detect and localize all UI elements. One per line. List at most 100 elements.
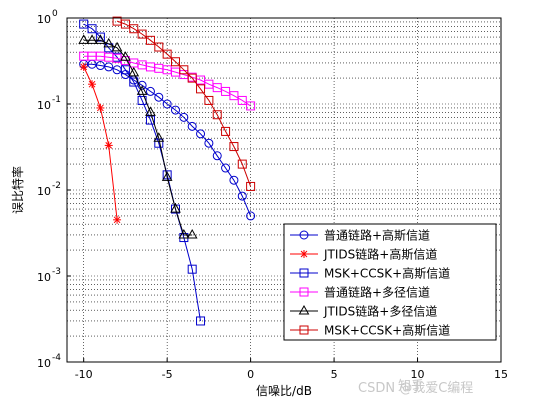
y-axis-label: 误比特率 [10,166,25,214]
data-point [111,41,123,52]
data-point [246,181,256,191]
data-point [86,34,98,44]
legend-entry: JTIDS链路+多径信道 [290,304,437,319]
data-point [237,159,247,169]
data-point [237,191,247,201]
data-point [145,106,156,116]
legend-entry: MSK+CCSK+高斯信道 [290,323,450,338]
data-point [145,86,155,96]
data-point [145,35,155,45]
series-line [116,20,252,187]
x-tick-label: 0 [247,368,254,381]
data-point [87,24,97,34]
y-tick-base: 10 [37,99,51,112]
data-point [95,61,105,71]
legend-marker [298,304,310,315]
y-tick-label: 10 -2 [37,181,61,198]
data-point [136,85,148,95]
legend-entry: 普通链路+多径信道 [290,285,430,300]
y-tick-exp: 0 [52,9,58,19]
data-point [154,92,164,102]
legend-entry: 普通链路+高斯信道 [290,228,430,243]
x-tick-label: -5 [162,368,173,381]
data-point [88,80,97,89]
series-1 [79,62,122,224]
data-point [79,62,88,71]
data-point [171,105,180,115]
data-point [212,151,222,161]
legend-marker [299,287,309,297]
data-point [187,121,197,131]
data-point [153,132,165,142]
legend-label: JTIDS链路+多径信道 [323,304,437,319]
data-point [129,24,139,34]
data-point [187,264,197,274]
data-point [120,19,130,29]
series-line [83,66,118,220]
data-point [154,42,164,52]
y-tick-exp: -2 [52,181,61,191]
legend-label: JTIDS链路+高斯信道 [323,247,437,262]
x-tick-label: 10 [411,368,425,381]
y-tick-label: 10 -3 [37,267,61,284]
data-point [212,110,222,120]
data-point [78,34,90,44]
watermark-zh: 知乎 [398,378,424,394]
data-point [162,49,172,59]
data-point [229,175,239,185]
data-point [237,95,247,105]
data-point [104,141,113,150]
data-point [196,129,206,139]
legend-entry: MSK+CCSK+高斯信道 [290,266,450,281]
data-point [221,126,231,136]
legend-marker [299,230,309,240]
data-point [103,37,115,48]
y-tick-base: 10 [37,13,51,26]
data-point [246,211,256,221]
data-point [187,73,197,83]
data-point [145,115,155,125]
data-point [96,103,105,112]
legend: 普通链路+高斯信道 JTIDS链路+高斯信道 MSK+CCSK+高斯信道普通链路+多… [283,223,497,341]
data-point [221,163,231,173]
y-tick-label: 10 0 [37,9,58,26]
data-point [79,19,89,29]
x-tick-label: 5 [331,368,338,381]
legend-marker [299,268,309,278]
legend-label: 普通链路+高斯信道 [324,228,430,243]
series-3 [79,51,256,111]
data-point [120,65,130,75]
data-point [204,138,214,148]
y-tick-base: 10 [37,185,51,198]
data-point [196,316,206,326]
y-tick-exp: -4 [52,353,61,363]
legend-marker [299,325,309,335]
y-tick-base: 10 [37,271,51,284]
series-5 [112,16,256,191]
series-line [83,55,251,107]
legend-label: MSK+CCSK+高斯信道 [324,266,450,281]
data-point [137,29,147,39]
data-point [246,101,256,111]
data-point [229,91,239,101]
data-point [113,215,122,224]
x-tick-label: -10 [75,368,93,381]
legend-entry: JTIDS链路+高斯信道 [290,247,437,262]
y-tick-label: 10 -1 [37,95,61,112]
data-point [95,34,106,44]
data-point [95,32,105,42]
plot-area [78,16,256,326]
data-point [179,112,189,122]
x-tick-labels: -10 -5 0 5 10 15 [75,358,508,381]
data-point [171,57,180,67]
y-tick-base: 10 [37,357,51,370]
series-4 [78,34,198,239]
data-point [120,51,131,61]
data-point [162,99,172,109]
data-point [229,142,239,152]
data-point [128,66,140,77]
data-point [178,228,190,239]
data-point [161,171,173,181]
